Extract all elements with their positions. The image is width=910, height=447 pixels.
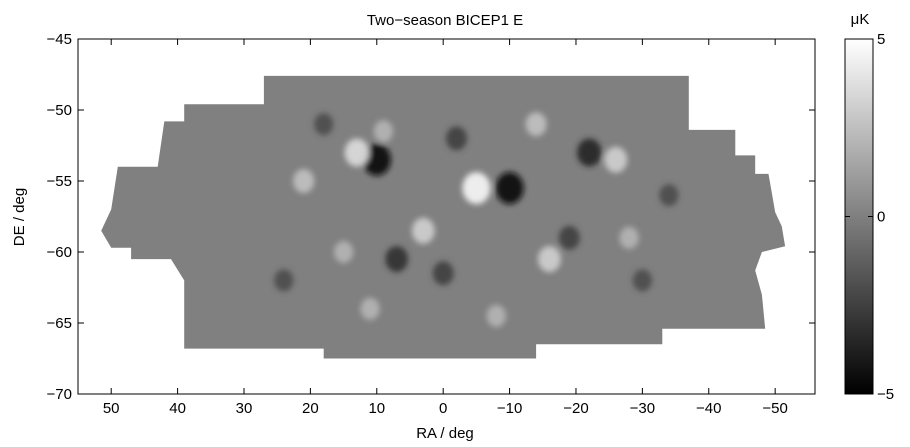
plot-frame	[77, 38, 816, 395]
x-tick-label: 0	[439, 400, 447, 417]
map-feature-3	[462, 172, 491, 205]
map-feature-10	[293, 169, 315, 193]
map-feature-8	[538, 246, 561, 273]
colorbar-tick-label: −5	[877, 386, 894, 403]
x-tick-label: −40	[696, 400, 721, 417]
map-feature-9	[558, 225, 580, 250]
map-feature-2	[495, 172, 524, 205]
map-feature-15	[334, 241, 354, 263]
x-axis-ticks: 50 40 30 20 10 0 −10 −20 −30 −40 −50	[103, 39, 788, 417]
chart-title: Two−season BICEP1 E	[367, 12, 523, 29]
x-tick-label: −50	[762, 400, 787, 417]
map-footprint	[101, 75, 786, 359]
map-feature-0	[362, 143, 391, 176]
map-feature-7	[385, 246, 409, 273]
map-features	[274, 112, 679, 327]
map-feature-17	[632, 269, 653, 292]
colorbar-unit: μK	[851, 11, 870, 28]
x-tick-label: 50	[103, 400, 120, 417]
map-feature-11	[446, 126, 467, 151]
x-tick-label: 20	[302, 400, 319, 417]
y-tick-label: −70	[47, 386, 72, 403]
colorbar-tick-label: 5	[877, 31, 885, 48]
map-feature-12	[373, 120, 393, 143]
y-tick-label: −55	[47, 173, 72, 190]
map-feature-5	[604, 146, 628, 173]
x-tick-label: −30	[630, 400, 655, 417]
y-axis-label: DE / deg	[11, 188, 28, 246]
x-tick-label: 30	[236, 400, 253, 417]
y-tick-label: −50	[47, 102, 72, 119]
colorbar: μK 5 0 −5	[844, 11, 894, 403]
colorbar-ticks: 5 0 −5	[845, 31, 894, 403]
map-feature-22	[659, 184, 679, 207]
map-feature-14	[432, 261, 454, 286]
map-feature-18	[274, 269, 294, 292]
map-feature-19	[360, 297, 380, 320]
map-feature-1	[344, 138, 370, 167]
x-tick-label: −10	[497, 400, 522, 417]
x-tick-label: 40	[169, 400, 186, 417]
y-axis-ticks: −45 −50 −55 −60 −65 −70	[47, 31, 815, 403]
y-tick-label: −65	[47, 315, 72, 332]
map-feature-6	[411, 217, 435, 244]
y-tick-label: −45	[47, 31, 72, 48]
map-feature-4	[577, 138, 602, 167]
map-feature-16	[619, 226, 639, 249]
colorbar-tick-label: 0	[877, 209, 885, 226]
x-axis-label: RA / deg	[416, 425, 474, 442]
map-feature-20	[486, 304, 506, 327]
map-feature-21	[314, 113, 334, 136]
y-tick-label: −60	[47, 244, 72, 261]
plot-area: 50 40 30 20 10 0 −10 −20 −30 −40 −50 −45−50−55−60−…	[47, 31, 816, 417]
map-feature-13	[525, 112, 547, 137]
x-tick-label: −20	[563, 400, 588, 417]
x-tick-label: 10	[368, 400, 385, 417]
